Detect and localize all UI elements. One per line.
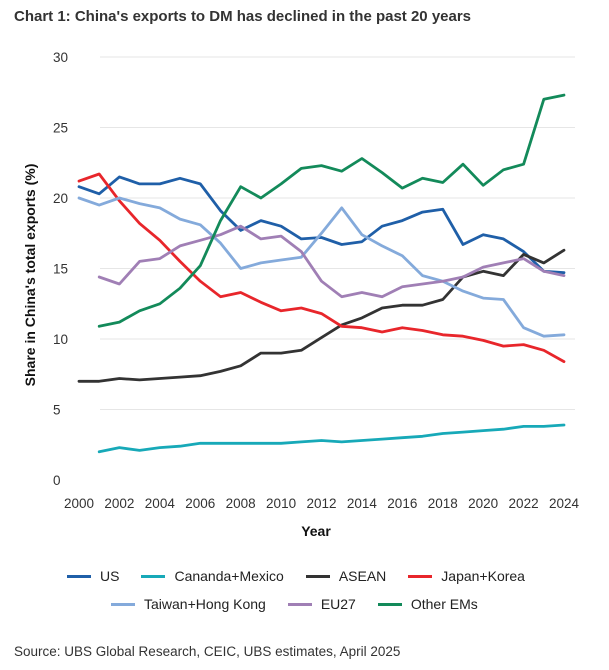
y-tick-label: 25 xyxy=(53,121,68,136)
x-tick-label: 2012 xyxy=(306,496,336,511)
legend-item-eu27: EU27 xyxy=(287,596,356,612)
legend-row-1: US Cananda+Mexico ASEAN Japan+Korea xyxy=(67,568,547,584)
source-note: Source: UBS Global Research, CEIC, UBS e… xyxy=(14,644,401,659)
x-tick-label: 2006 xyxy=(185,496,215,511)
series-line-eu27 xyxy=(97,224,566,299)
series-line-japan-korea xyxy=(77,172,566,364)
x-tick-label: 2020 xyxy=(468,496,498,511)
legend-label-canada-mexico: Cananda+Mexico xyxy=(174,568,284,584)
y-tick-label: 15 xyxy=(53,262,68,277)
x-axis-label: Year xyxy=(301,523,331,539)
series-line-asean xyxy=(77,248,566,383)
legend-swatch-canada-mexico xyxy=(141,574,166,578)
legend-item-japan-korea: Japan+Korea xyxy=(408,568,525,584)
y-tick-label: 20 xyxy=(53,191,68,206)
legend-item-asean: ASEAN xyxy=(305,568,387,584)
y-axis-label: Share in China's total exports (%) xyxy=(22,164,38,387)
x-tick-label: 2018 xyxy=(428,496,458,511)
legend-swatch-eu27 xyxy=(287,602,312,606)
series-line-other-ems xyxy=(97,93,566,328)
y-tick-label: 5 xyxy=(53,403,61,418)
series-line-us xyxy=(77,175,566,275)
legend-item-canada-mexico: Cananda+Mexico xyxy=(141,568,284,584)
series-line-taiwan-hong-kong xyxy=(77,196,566,338)
series-line-cananda-mexico xyxy=(97,423,566,454)
x-tick-label: 2016 xyxy=(387,496,417,511)
legend-label-japan-korea: Japan+Korea xyxy=(441,568,525,584)
legend-row-2: Taiwan+Hong Kong EU27 Other EMs xyxy=(111,596,500,612)
gridlines xyxy=(100,56,575,410)
x-tick-label: 2000 xyxy=(64,496,94,511)
y-tick-label: 10 xyxy=(53,332,68,347)
legend-label-eu27: EU27 xyxy=(320,596,356,612)
legend-swatch-taiwan-hong-kong xyxy=(111,602,135,606)
line-chart: 0 5 10 15 20 25 30 2000 2002 2004 2006 2008 2010 201… xyxy=(22,50,580,539)
legend-label-us: US xyxy=(100,568,120,584)
series-lines xyxy=(77,93,566,454)
legend-item-us: US xyxy=(67,568,119,584)
x-tick-label: 2022 xyxy=(509,496,539,511)
legend-label-other-ems: Other EMs xyxy=(410,596,478,612)
x-tick-label: 2004 xyxy=(145,496,176,511)
legend-item-other-ems: Other EMs xyxy=(377,596,478,612)
x-axis-ticks: 2000 2002 2004 2006 2008 2010 2012 2014 2016 2018… xyxy=(64,496,580,511)
y-tick-label: 0 xyxy=(53,473,61,488)
legend-swatch-us xyxy=(67,574,91,578)
x-tick-label: 2014 xyxy=(347,496,378,511)
legend-swatch-asean xyxy=(305,574,330,578)
chart-title: Chart 1: China's exports to DM has decli… xyxy=(14,8,472,25)
legend-label-taiwan-hong-kong: Taiwan+Hong Kong xyxy=(144,596,266,612)
x-tick-label: 2002 xyxy=(104,496,134,511)
legend-item-taiwan-hong-kong: Taiwan+Hong Kong xyxy=(111,596,266,612)
x-tick-label: 2010 xyxy=(266,496,296,511)
x-tick-label: 2024 xyxy=(549,496,580,511)
legend-label-asean: ASEAN xyxy=(338,568,387,584)
y-axis-ticks: 0 5 10 15 20 25 30 xyxy=(53,50,68,488)
x-tick-label: 2008 xyxy=(226,496,256,511)
y-tick-label: 30 xyxy=(53,50,68,65)
legend-swatch-japan-korea xyxy=(408,574,433,578)
legend-swatch-other-ems xyxy=(377,602,402,606)
